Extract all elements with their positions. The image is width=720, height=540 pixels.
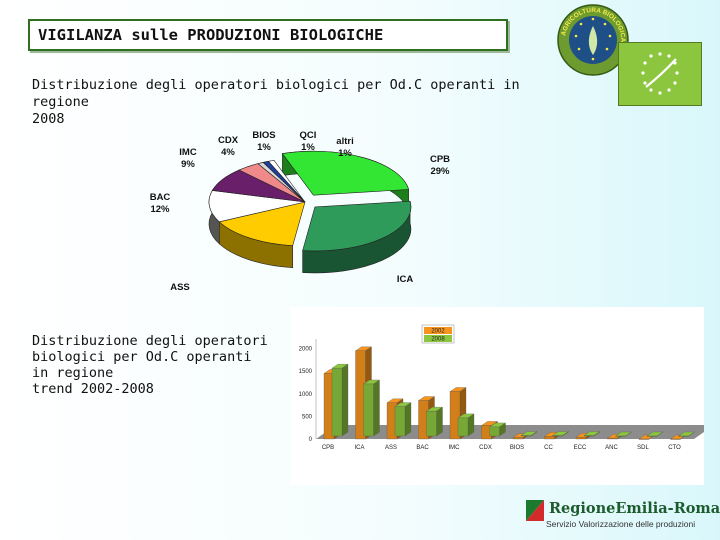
pie-label-imc: IMC xyxy=(179,147,197,158)
legend-swatch-2002 xyxy=(424,327,452,334)
y-tick-label: 1000 xyxy=(299,392,313,398)
bar-chart-floor-plane xyxy=(316,425,704,439)
x-category-label: IMC xyxy=(449,445,461,451)
x-category-label: BIOS xyxy=(510,445,524,451)
bar-anc-2008 xyxy=(615,431,632,437)
bar-chart-categories: CPB ICA ASS BAC IMC CDX BIOS CC ECC ANC SDL CTO xyxy=(322,445,681,451)
pie-chart: CPB29%ICAASSBAC12%IMC9%CDX4%BIOS1%QCI1%a… xyxy=(150,130,450,290)
pie-value-imc: 9% xyxy=(181,159,195,170)
bar-ass-2008 xyxy=(394,402,412,437)
regione-subtitle: Servizio Valorizzazione delle produzioni xyxy=(546,519,696,529)
pie-value-cdx: 4% xyxy=(221,147,235,158)
regione-name: RegioneEmilia-Romagna xyxy=(549,500,720,517)
pie-caption-line-1: Distribuzione degli operatori biologici … xyxy=(32,77,520,110)
y-tick-label: 2000 xyxy=(299,347,313,353)
pie-label-ica: ICA xyxy=(397,274,414,285)
pie-slice-ass xyxy=(218,201,306,246)
x-category-label: ECC xyxy=(574,445,587,451)
pie-label-qci: QCI xyxy=(300,130,317,141)
regione-flag-icon xyxy=(526,500,544,521)
x-category-label: SDL xyxy=(637,445,649,451)
y-tick-label: 0 xyxy=(309,437,313,443)
pie-caption-line-2: 2008 xyxy=(32,111,65,127)
legend-label-2008: 2008 xyxy=(431,337,445,343)
bar-caption-line-4: trend 2002-2008 xyxy=(32,381,154,397)
pie-value-cpb: 29% xyxy=(430,166,450,177)
bar-cdx-2008 xyxy=(489,422,506,437)
pie-slice-cpb xyxy=(281,150,410,196)
x-category-label: CTO xyxy=(668,445,681,451)
bar-cc-2008 xyxy=(552,431,569,437)
bar-bios-2008 xyxy=(520,431,538,437)
bar-caption: Distribuzione degli operatori biologici … xyxy=(32,333,272,397)
eu-organic-leaf-logo xyxy=(618,42,702,106)
pie-slice-altri xyxy=(267,160,306,203)
bar-chart-bars xyxy=(323,346,695,440)
pie-labels-layer: CPB29%ICAASSBAC12%IMC9%CDX4%BIOS1%QCI1%a… xyxy=(150,130,450,290)
pie-value-qci: 1% xyxy=(301,142,315,153)
bar-chart-legend: 2002 2008 xyxy=(421,324,455,344)
pie-value-bac: 12% xyxy=(150,204,170,215)
x-category-label: CPB xyxy=(322,445,334,451)
legend-label-2002: 2002 xyxy=(431,329,445,335)
x-category-label: ANC xyxy=(605,445,618,451)
x-category-label: ICA xyxy=(354,445,364,451)
y-tick-label: 500 xyxy=(302,414,313,420)
x-category-label: ASS xyxy=(385,445,397,451)
slide-title-box: VIGILANZA sulle PRODUZIONI BIOLOGICHE xyxy=(28,19,508,51)
y-tick-label: 1500 xyxy=(299,369,313,375)
bar-bac-2008 xyxy=(426,406,443,437)
bar-caption-line-2: biologici per Od.C operanti xyxy=(32,349,252,365)
pie-slices-layer xyxy=(208,150,412,252)
bar-cto-2008 xyxy=(678,431,695,437)
bar-chart-floor xyxy=(315,339,704,439)
pie-label-bac: BAC xyxy=(150,192,171,203)
pie-slice-bac xyxy=(208,190,306,223)
bar-chart-background xyxy=(290,307,704,485)
bar-chart-y-ticks: 0 500 1000 1500 2000 xyxy=(299,347,313,443)
bar-caption-line-1: Distribuzione degli operatori xyxy=(32,333,268,349)
pie-value-bios: 1% xyxy=(257,142,271,153)
pie-value-altri: 1% xyxy=(338,148,352,159)
legend-swatch-2008 xyxy=(424,335,452,342)
bar-cpb-2008 xyxy=(331,363,349,437)
eu-leaf-icon xyxy=(641,52,679,95)
pie-label-altri: altri xyxy=(336,136,353,147)
pie-slice-ica xyxy=(302,200,412,252)
pie-caption: Distribuzione degli operatori biologici … xyxy=(32,77,562,128)
bar-imc-2008 xyxy=(457,413,475,437)
x-category-label: CC xyxy=(544,445,553,451)
bio-seal-logo: AGRICOLTURA BIOLOGICA xyxy=(557,4,629,76)
bar-ica-2008 xyxy=(363,379,380,437)
bar-caption-line-3: in regione xyxy=(32,365,114,381)
bar-sdl-2008 xyxy=(646,431,664,437)
x-category-label: BAC xyxy=(416,445,429,451)
pie-label-cdx: CDX xyxy=(218,135,239,146)
pie-label-cpb: CPB xyxy=(430,154,450,165)
x-category-label: CDX xyxy=(479,445,492,451)
slide-title: VIGILANZA sulle PRODUZIONI BIOLOGICHE xyxy=(38,26,384,44)
pie-label-bios: BIOS xyxy=(252,130,275,141)
pie-label-ass: ASS xyxy=(170,282,190,290)
bar-ecc-2008 xyxy=(583,431,601,437)
